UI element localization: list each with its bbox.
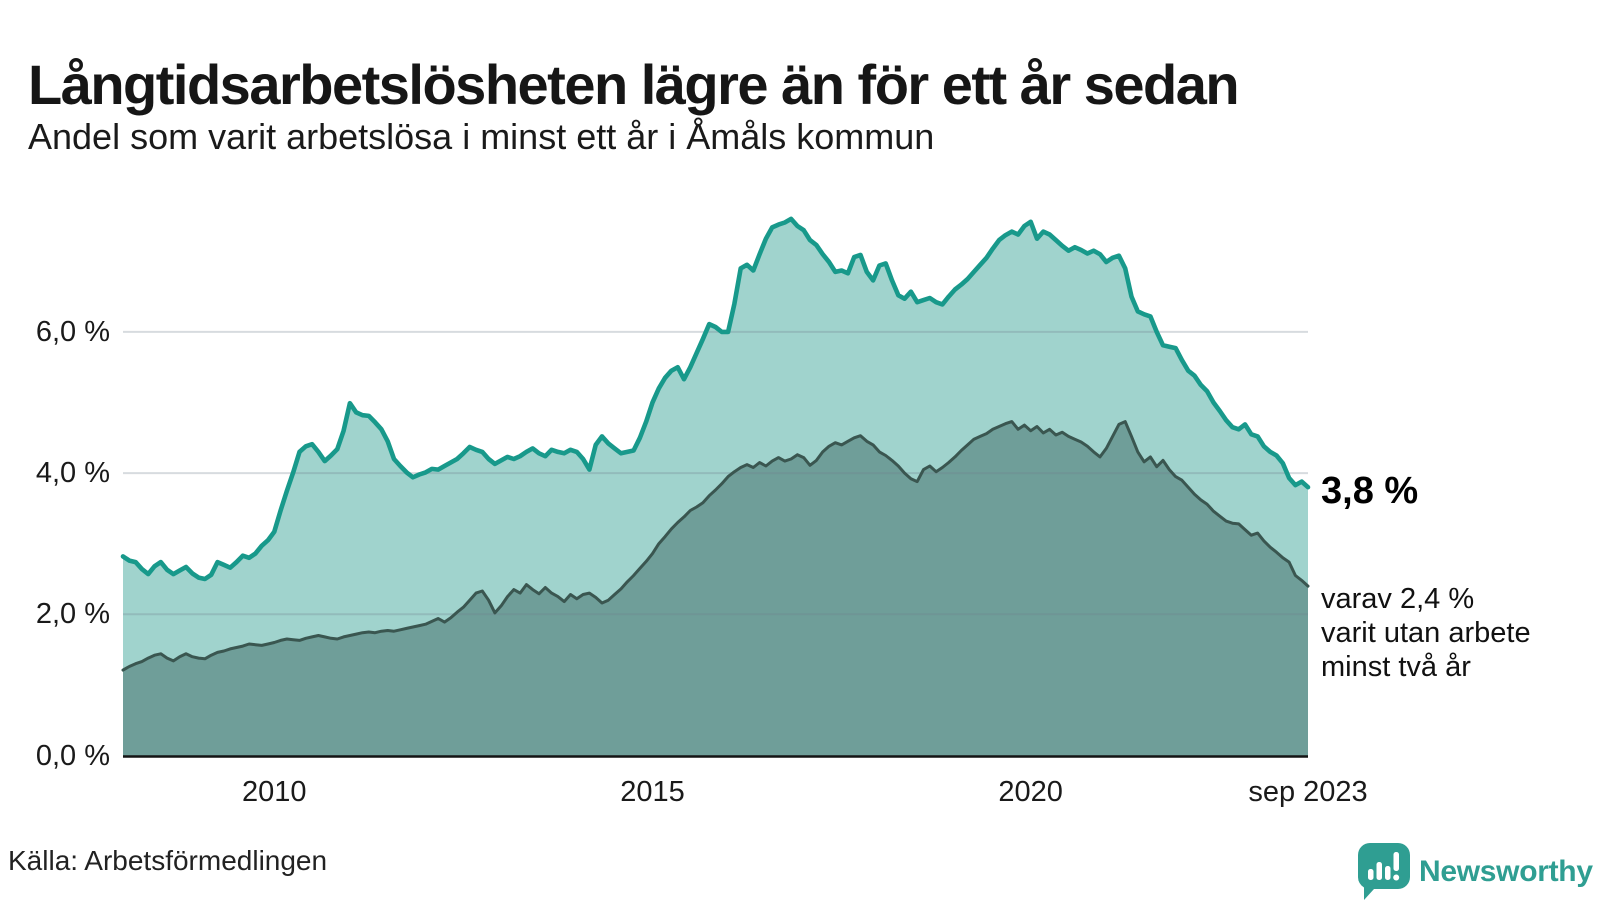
x-tick-label: 2020 (998, 776, 1063, 808)
gridlines (123, 330, 1308, 616)
speech-bubble-shape (1358, 843, 1410, 900)
x-tick-label: 2010 (242, 776, 307, 808)
y-tick-label: 0,0 % (35, 739, 110, 772)
page-subtitle: Andel som varit arbetslösa i minst ett å… (28, 116, 935, 157)
newsworthy-logo: Newsworthy (1358, 843, 1594, 900)
bar-3 (1385, 866, 1391, 880)
bar-1 (1368, 869, 1374, 880)
end-note-2yr: varav 2,4 % varit utan arbete minst två … (1321, 583, 1531, 684)
exclamation-stem (1393, 852, 1399, 871)
newsworthy-wordmark: Newsworthy (1419, 854, 1593, 888)
exclamation-dot (1393, 874, 1400, 881)
y-tick-label: 4,0 % (35, 457, 110, 490)
end-value-label-1yr: 3,8 % (1321, 470, 1419, 512)
y-tick-label: 6,0 % (35, 315, 110, 348)
bar-2 (1376, 862, 1382, 880)
line-2yr (121, 420, 1310, 672)
newsworthy-icon (1358, 843, 1410, 900)
source-text: Källa: Arbetsförmedlingen (8, 845, 328, 876)
page-title: Långtidsarbetslösheten lägre än för ett … (28, 52, 1240, 116)
x-tick-label: 2015 (620, 776, 685, 808)
x-tick-label: sep 2023 (1248, 776, 1368, 808)
area-2yr (123, 421, 1308, 756)
y-tick-label: 2,0 % (35, 598, 110, 631)
line-1yr (120, 216, 1311, 582)
